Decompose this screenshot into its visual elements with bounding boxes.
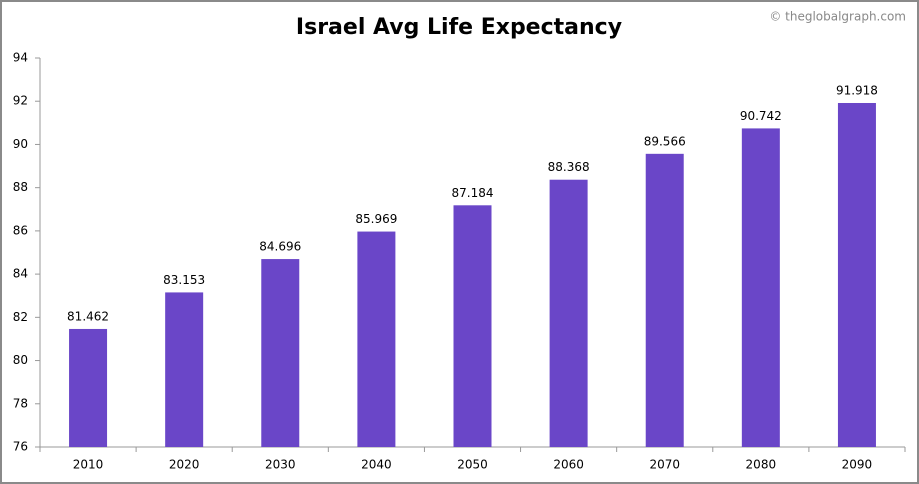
data-label: 87.184 <box>452 186 494 200</box>
y-tick-label: 76 <box>13 440 28 454</box>
y-tick-label: 78 <box>13 396 28 410</box>
y-tick-label: 94 <box>13 51 28 65</box>
x-tick-label: 2020 <box>169 458 200 472</box>
data-label: 90.742 <box>740 109 782 123</box>
data-label: 91.918 <box>836 83 878 97</box>
x-tick-label: 2010 <box>73 458 104 472</box>
bar <box>165 292 204 447</box>
x-tick-label: 2030 <box>265 458 296 472</box>
y-tick-label: 86 <box>13 223 28 237</box>
data-label: 89.566 <box>644 134 686 148</box>
bar <box>741 128 780 447</box>
data-label: 84.696 <box>259 240 301 254</box>
watermark: © theglobalgraph.com <box>769 10 906 24</box>
y-tick-label: 80 <box>13 353 28 367</box>
data-label: 88.368 <box>548 160 590 174</box>
bar <box>645 153 684 447</box>
x-tick-label: 2050 <box>457 458 488 472</box>
y-tick-label: 84 <box>13 267 28 281</box>
data-label: 81.462 <box>67 309 109 323</box>
y-tick-label: 90 <box>13 137 28 151</box>
chart-title: Israel Avg Life Expectancy <box>296 15 622 40</box>
bar <box>261 259 300 447</box>
x-tick-label: 2060 <box>553 458 584 472</box>
bar <box>357 231 396 447</box>
data-label: 85.969 <box>355 212 397 226</box>
bar <box>837 102 876 448</box>
bar <box>69 328 108 447</box>
data-label: 83.153 <box>163 273 205 287</box>
x-tick-label: 2040 <box>361 458 392 472</box>
y-tick-label: 92 <box>13 94 28 108</box>
bar <box>549 179 588 447</box>
y-tick-label: 82 <box>13 310 28 324</box>
x-tick-label: 2070 <box>649 458 680 472</box>
y-tick-label: 88 <box>13 180 28 194</box>
bar <box>453 205 492 447</box>
x-tick-label: 2080 <box>746 458 777 472</box>
x-tick-label: 2090 <box>842 458 873 472</box>
